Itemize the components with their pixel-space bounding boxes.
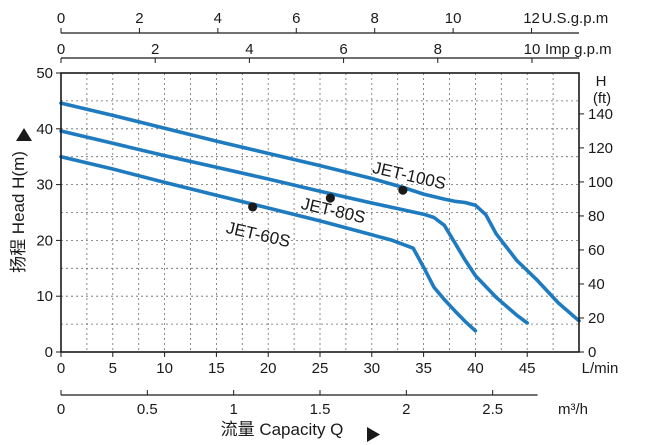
ft-tick-label: 20 <box>588 310 605 327</box>
usgpm-tick-label: 12 <box>523 10 540 27</box>
duty-point-jet-100s <box>398 185 408 195</box>
x-tick-label: 45 <box>519 360 536 377</box>
series-line-jet-60s <box>59 154 478 333</box>
x-tick-label: 40 <box>467 360 484 377</box>
series-line-jet-100s <box>59 101 581 323</box>
ft-tick-label: 60 <box>588 242 605 259</box>
x-tick-label: 35 <box>415 360 432 377</box>
usgpm-tick-label: 8 <box>371 10 379 27</box>
m3h-axis-label: m³/h <box>558 401 588 418</box>
duty-points <box>248 185 408 212</box>
y-axis-title: 扬程 Head H(m) <box>9 151 28 273</box>
ft-axis-unit: (ft) <box>593 90 611 107</box>
m3h-tick-label: 0.5 <box>137 401 158 418</box>
y-tick-label: 0 <box>45 344 53 361</box>
m3h-tick-label: 0 <box>57 401 65 418</box>
y-tick-label: 10 <box>36 288 53 305</box>
m3h-tick-label: 1 <box>229 401 237 418</box>
y-tick-label: 30 <box>36 177 53 194</box>
m3h-tick-label: 2 <box>402 401 410 418</box>
x-tick-label: 10 <box>156 360 173 377</box>
x-tick-label: 15 <box>208 360 225 377</box>
y-axis-arrow-icon <box>16 128 32 141</box>
usgpm-tick-label: 4 <box>214 10 222 27</box>
usgpm-tick-label: 0 <box>57 10 65 27</box>
impgpm-tick-label: 6 <box>339 41 347 58</box>
curves <box>59 101 581 333</box>
usgpm-tick-label: 2 <box>135 10 143 27</box>
x-tick-label: 20 <box>260 360 277 377</box>
x-tick-label: 25 <box>312 360 329 377</box>
impgpm-tick-label: 4 <box>245 41 253 58</box>
x-unit-label: L/min <box>582 360 619 377</box>
ft-tick-label: 140 <box>588 106 613 123</box>
x-axis-arrow-icon <box>367 427 380 442</box>
ft-tick-label: 80 <box>588 208 605 225</box>
ft-axis-label: H <box>596 73 607 90</box>
usgpm-tick-label: 6 <box>292 10 300 27</box>
x-tick-label: 30 <box>363 360 380 377</box>
duty-point-jet-60s <box>248 202 258 212</box>
x-axis-title: 流量 Capacity Q <box>221 420 344 439</box>
duty-point-jet-80s <box>325 193 335 203</box>
x-tick-label: 0 <box>57 360 65 377</box>
y-tick-label: 20 <box>36 232 53 249</box>
ft-tick-label: 120 <box>588 140 613 157</box>
impgpm-axis-label: Imp g.p.m <box>545 41 612 58</box>
ft-tick-label: 40 <box>588 276 605 293</box>
impgpm-tick-label: 10 <box>524 41 541 58</box>
ft-tick-label: 0 <box>588 344 596 361</box>
x-tick-label: 5 <box>109 360 117 377</box>
impgpm-tick-label: 0 <box>57 41 65 58</box>
m3h-tick-label: 2.5 <box>482 401 503 418</box>
impgpm-tick-label: 8 <box>434 41 442 58</box>
axes <box>56 28 584 396</box>
curve-label-jet-60s: JET-60S <box>224 218 292 251</box>
y-tick-label: 50 <box>36 65 53 82</box>
m3h-tick-label: 1.5 <box>310 401 331 418</box>
impgpm-tick-label: 2 <box>151 41 159 58</box>
y-tick-label: 40 <box>36 121 53 138</box>
usgpm-axis-label: U.S.g.p.m <box>542 10 609 27</box>
series-line-jet-80s <box>59 129 529 325</box>
usgpm-tick-label: 10 <box>445 10 462 27</box>
ft-tick-label: 100 <box>588 174 613 191</box>
grid <box>61 73 579 352</box>
